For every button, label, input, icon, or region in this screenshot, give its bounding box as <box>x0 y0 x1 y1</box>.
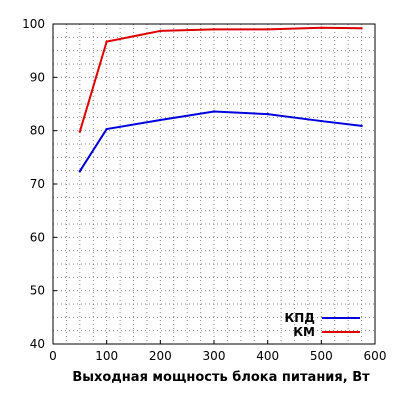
data-point <box>78 130 82 133</box>
data-point <box>266 28 269 31</box>
y-tick-label: 40 <box>30 337 45 351</box>
y-tick-label: 100 <box>22 17 45 31</box>
y-tick-label: 60 <box>30 230 45 244</box>
series-line-0 <box>78 110 362 172</box>
data-point <box>266 112 269 116</box>
x-tick-label: 200 <box>149 349 172 363</box>
data-point <box>360 124 363 128</box>
x-tick-label: 300 <box>203 349 226 363</box>
data-point <box>212 28 216 31</box>
legend-label: КМ <box>293 325 315 339</box>
data-point <box>212 110 216 113</box>
x-tick-label: 400 <box>256 349 279 363</box>
x-tick-label: 100 <box>95 349 118 363</box>
data-point <box>320 119 323 123</box>
legend-label: КПД <box>284 311 315 325</box>
y-tick-label: 50 <box>30 284 45 298</box>
axis-ticks: 0 100 200 300 400 500 600 40 50 60 70 80 90 100 <box>22 17 386 363</box>
y-tick-label: 70 <box>30 177 45 191</box>
y-tick-label: 90 <box>30 70 45 84</box>
data-point <box>360 27 363 30</box>
data-point <box>159 29 162 33</box>
series-line-1 <box>78 26 362 133</box>
x-tick-label: 0 <box>49 349 57 363</box>
x-tick-label: 500 <box>310 349 333 363</box>
data-point <box>105 40 108 43</box>
y-tick-label: 80 <box>30 124 45 138</box>
grid <box>52 23 376 345</box>
data-point <box>105 127 108 131</box>
data-point <box>159 118 162 122</box>
x-axis-label: Выходная мощность блока питания, Вт <box>72 370 370 385</box>
data-point <box>78 170 82 173</box>
x-tick-label: 600 <box>364 349 387 363</box>
data-point <box>320 26 323 29</box>
series-lines <box>78 26 363 173</box>
